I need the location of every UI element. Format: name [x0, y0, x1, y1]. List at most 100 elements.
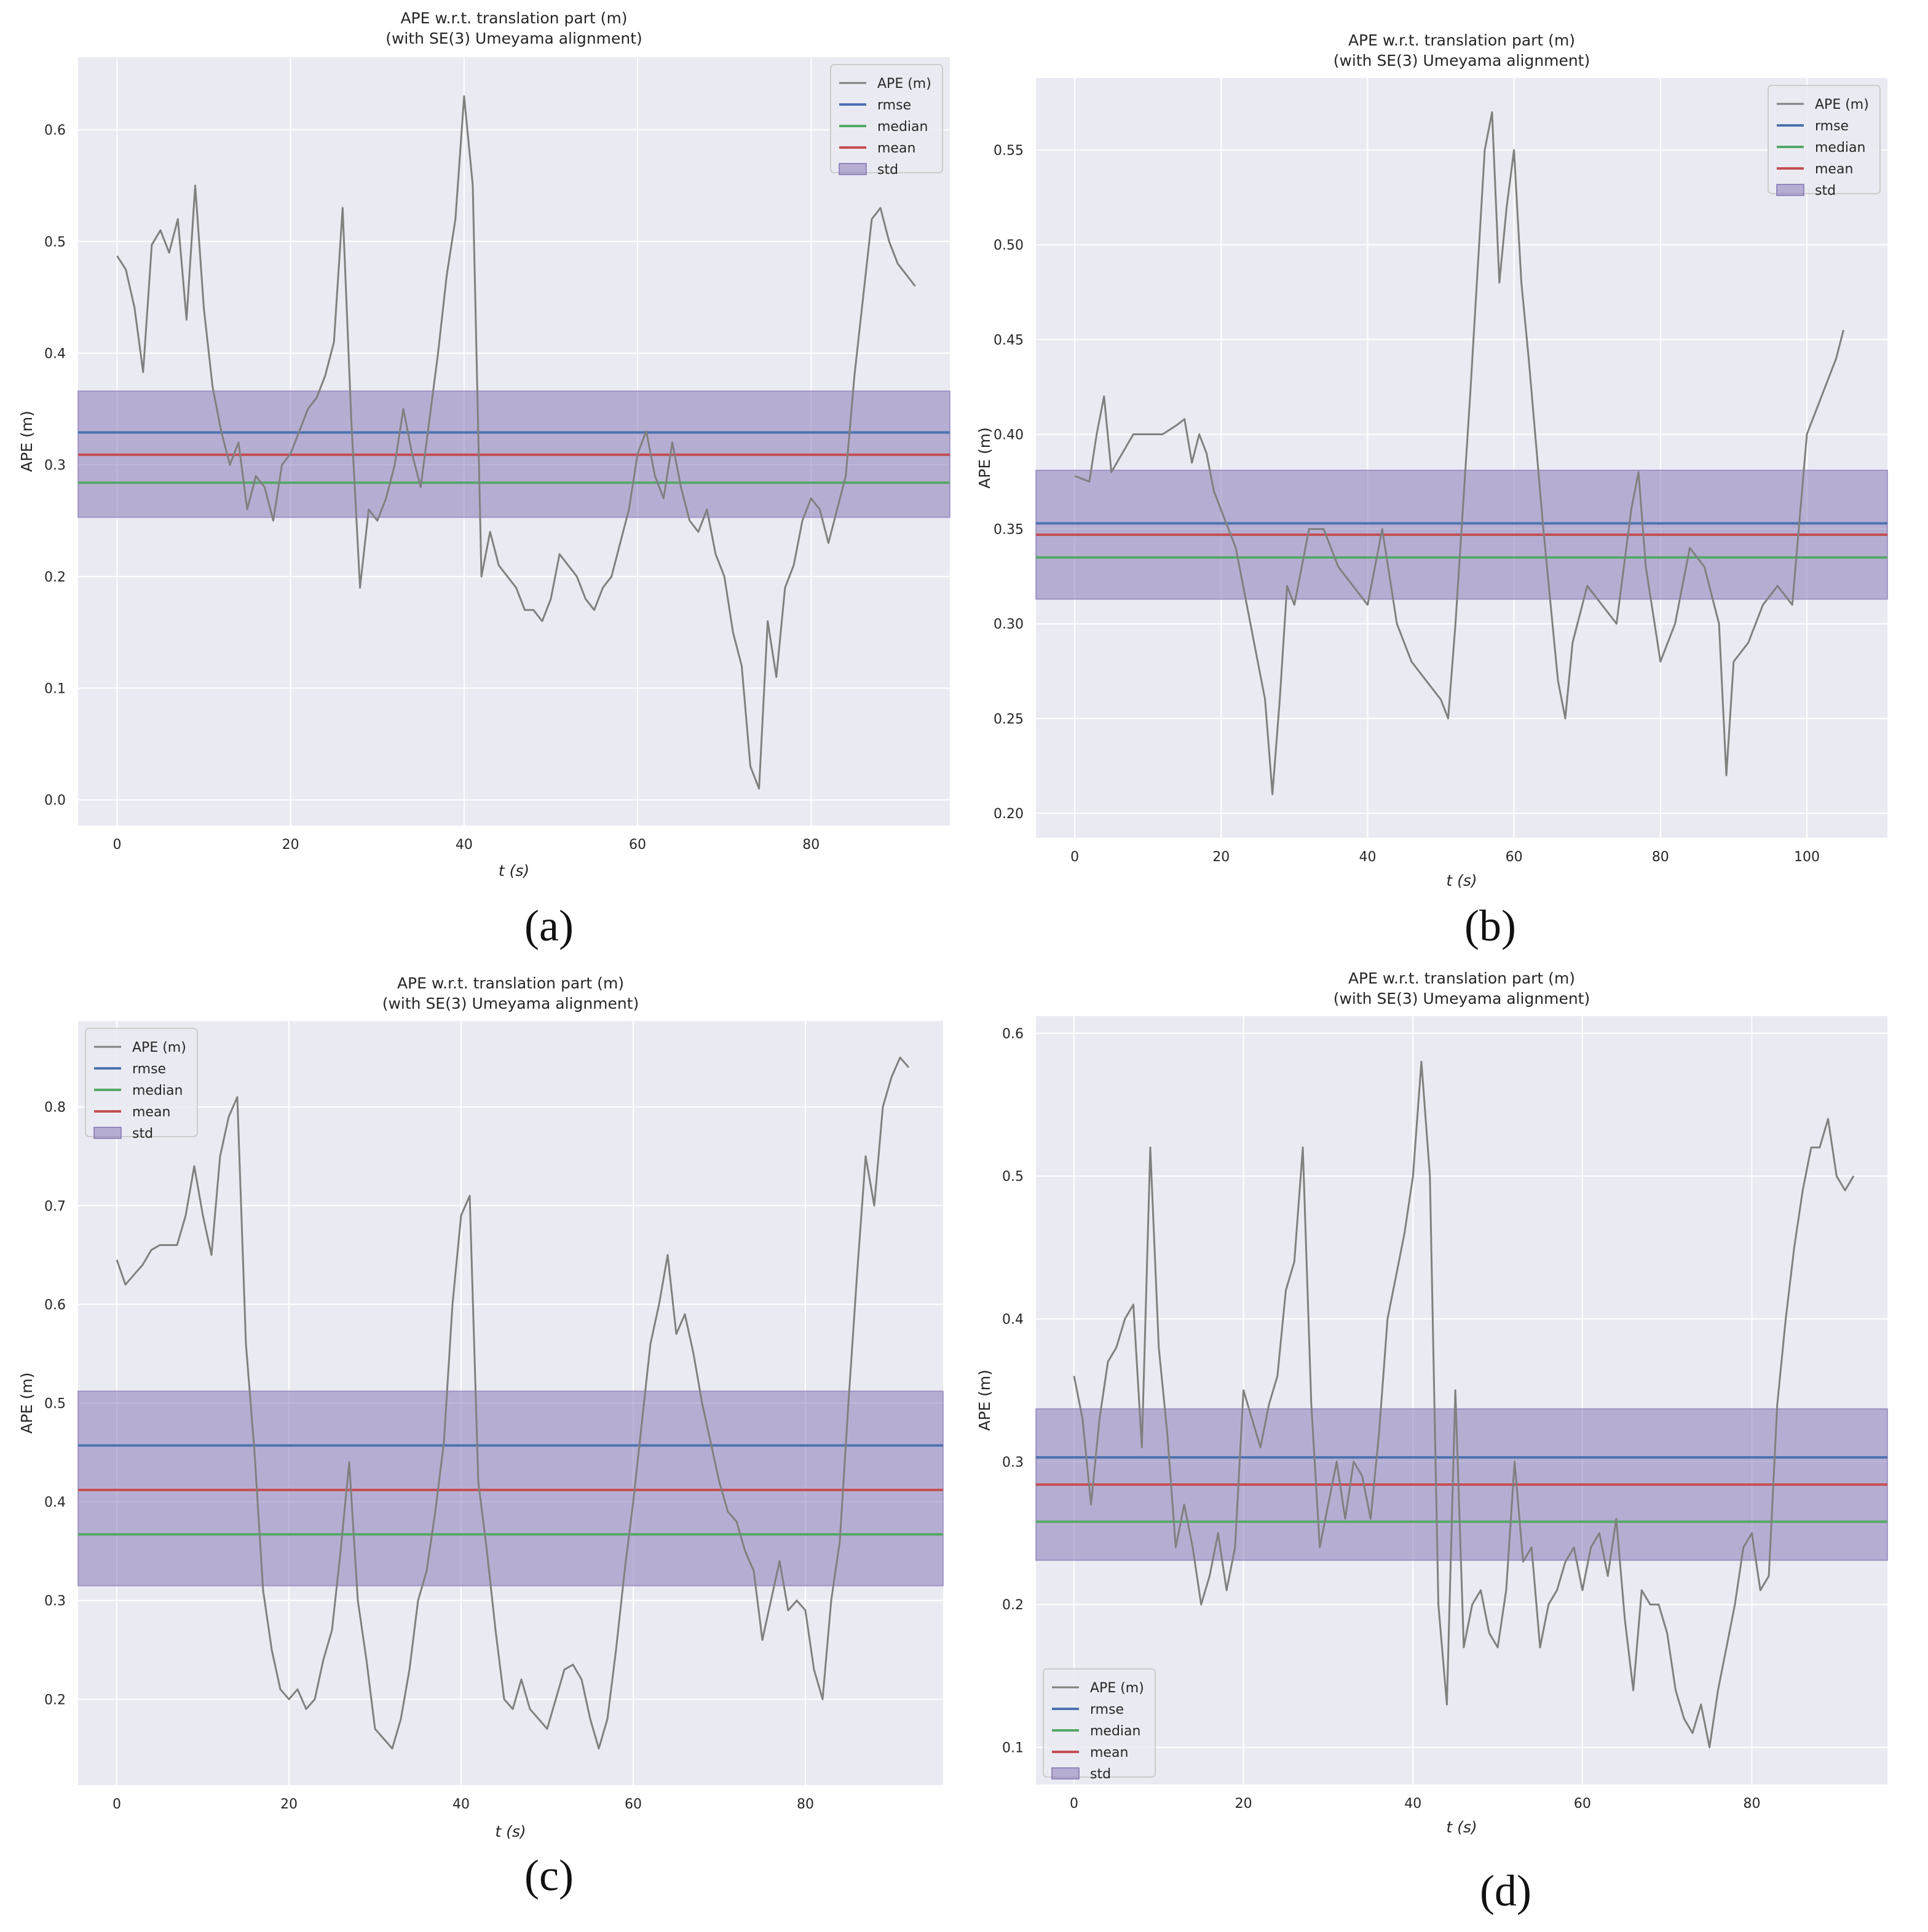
y-tick-label: 0.3 — [44, 1594, 66, 1609]
x-tick-label: 20 — [280, 1797, 298, 1812]
y-axis-label: APE (m) — [18, 411, 36, 472]
x-tick-label: 80 — [802, 837, 820, 853]
x-tick-label: 60 — [625, 1797, 642, 1812]
y-tick-label: 0.0 — [44, 793, 66, 808]
y-tick-label: 0.6 — [1002, 1027, 1024, 1042]
x-tick-label: 40 — [452, 1797, 470, 1812]
y-tick-label: 0.1 — [44, 682, 66, 697]
x-tick-label: 0 — [1070, 1796, 1078, 1812]
chart-title: APE w.r.t. translation part (m) — [400, 9, 627, 27]
x-tick-label: 60 — [629, 837, 646, 853]
y-axis-label: APE (m) — [976, 427, 994, 489]
legend-swatch — [1051, 1767, 1080, 1780]
legend-item-label: APE (m) — [132, 1040, 186, 1055]
chart-title: APE w.r.t. translation part (m) — [1348, 969, 1575, 987]
chart-subtitle: (with SE(3) Umeyama alignment) — [382, 995, 639, 1012]
y-tick-label: 0.2 — [44, 1692, 66, 1708]
x-tick-label: 60 — [1506, 850, 1523, 865]
chart-panel-b: 0 20 40 60 80 100 0.20 0.25 0.30 0.35 0.40 0.45 0.50… — [976, 31, 1888, 889]
y-tick-label: 0.8 — [44, 1100, 66, 1116]
legend: APE (m) rmse median mean std — [85, 1028, 198, 1141]
y-axis-label: APE (m) — [976, 1370, 994, 1431]
y-tick-label: 0.4 — [1002, 1312, 1024, 1328]
legend-item-label: mean — [877, 141, 915, 156]
legend: APE (m) rmse median mean std — [830, 64, 943, 178]
y-tick-label: 0.6 — [44, 123, 66, 138]
legend-item-label: rmse — [1090, 1702, 1124, 1717]
legend-item-label: median — [1090, 1724, 1140, 1739]
chart-title: APE w.r.t. translation part (m) — [1348, 31, 1575, 49]
chart-subtitle: (with SE(3) Umeyama alignment) — [1333, 52, 1590, 69]
y-tick-label: 0.1 — [1002, 1741, 1024, 1756]
legend-item-label: std — [132, 1126, 153, 1141]
y-tick-label: 0.3 — [44, 458, 66, 473]
plot-area — [1036, 1016, 1887, 1784]
y-tick-label: 0.35 — [994, 522, 1024, 538]
legend-item-label: median — [1815, 140, 1865, 156]
y-tick-label: 0.4 — [44, 1495, 66, 1510]
legend: APE (m) rmse median mean std — [1768, 85, 1881, 199]
y-tick-label: 0.5 — [1002, 1169, 1024, 1185]
panel-label: (b) — [1464, 901, 1516, 950]
chart-subtitle: (with SE(3) Umeyama alignment) — [1333, 990, 1590, 1007]
panel-label: (d) — [1480, 1866, 1531, 1915]
legend-item-label: mean — [132, 1105, 170, 1120]
legend-item-label: std — [1815, 183, 1836, 199]
legend-item-label: rmse — [132, 1062, 166, 1077]
y-tick-label: 0.3 — [1002, 1455, 1024, 1470]
legend-swatch — [1776, 184, 1804, 196]
x-tick-label: 40 — [1404, 1796, 1421, 1812]
legend-item-label: mean — [1090, 1745, 1128, 1760]
x-tick-label: 80 — [797, 1797, 814, 1812]
legend-item-label: std — [877, 162, 898, 178]
y-tick-label: 0.5 — [44, 1397, 66, 1412]
x-tick-label: 80 — [1652, 850, 1669, 865]
x-axis-label: t (s) — [1446, 872, 1477, 889]
x-tick-label: 60 — [1574, 1796, 1591, 1812]
y-tick-label: 0.55 — [994, 143, 1024, 159]
legend-swatch — [839, 163, 867, 175]
chart-subtitle: (with SE(3) Umeyama alignment) — [385, 30, 642, 47]
chart-panel-d: 0 20 40 60 80 0.1 0.2 0.3 0.4 0.5 0.6 APE w.r.t. tr… — [976, 969, 1888, 1836]
y-tick-label: 0.40 — [994, 427, 1024, 443]
x-axis-label: t (s) — [495, 1823, 526, 1840]
legend-item-label: APE (m) — [877, 76, 931, 92]
y-tick-label: 0.7 — [44, 1199, 66, 1214]
x-tick-label: 0 — [113, 1797, 121, 1812]
y-tick-label: 0.30 — [994, 617, 1024, 633]
y-tick-label: 0.2 — [1002, 1598, 1024, 1613]
chart-title: APE w.r.t. translation part (m) — [397, 974, 624, 992]
y-tick-label: 0.45 — [994, 333, 1024, 348]
x-tick-label: 40 — [1359, 850, 1376, 865]
legend-item-label: APE (m) — [1090, 1681, 1144, 1696]
x-axis-label: t (s) — [1446, 1818, 1477, 1836]
plot-area — [1036, 78, 1887, 838]
legend-box — [830, 64, 943, 173]
y-tick-label: 0.4 — [44, 346, 66, 361]
std-band — [77, 1390, 944, 1587]
ape-series-line — [1074, 111, 1844, 795]
legend-item-label: mean — [1815, 162, 1853, 177]
y-tick-label: 0.50 — [994, 238, 1024, 253]
legend-box — [1768, 85, 1881, 194]
x-tick-label: 100 — [1794, 850, 1820, 865]
x-tick-label: 0 — [1070, 850, 1079, 865]
x-axis-label: t (s) — [499, 862, 529, 880]
legend-item-label: rmse — [877, 98, 911, 113]
y-tick-label: 0.5 — [44, 235, 66, 250]
y-tick-label: 0.2 — [44, 570, 66, 585]
y-tick-label: 0.20 — [994, 806, 1024, 822]
chart-panel-c: 0 20 40 60 80 0.2 0.3 0.4 0.5 0.6 0.7 0.8 APE w.r.t.… — [18, 974, 944, 1840]
ape-series-line — [1073, 1060, 1855, 1749]
y-tick-label: 0.6 — [44, 1298, 66, 1313]
ape-series-line — [116, 1056, 910, 1750]
ape-series-line — [116, 95, 916, 790]
y-tick-label: 0.25 — [994, 712, 1024, 727]
chart-panel-a: 0 20 40 60 80 0.0 0.1 0.2 0.3 0.4 0.5 0.6 APE w.r.t.… — [18, 9, 950, 880]
legend-box — [85, 1028, 198, 1137]
legend-item-label: median — [132, 1083, 183, 1098]
y-axis-label: APE (m) — [18, 1373, 36, 1434]
x-tick-label: 40 — [456, 837, 473, 853]
legend-item-label: std — [1090, 1767, 1111, 1782]
